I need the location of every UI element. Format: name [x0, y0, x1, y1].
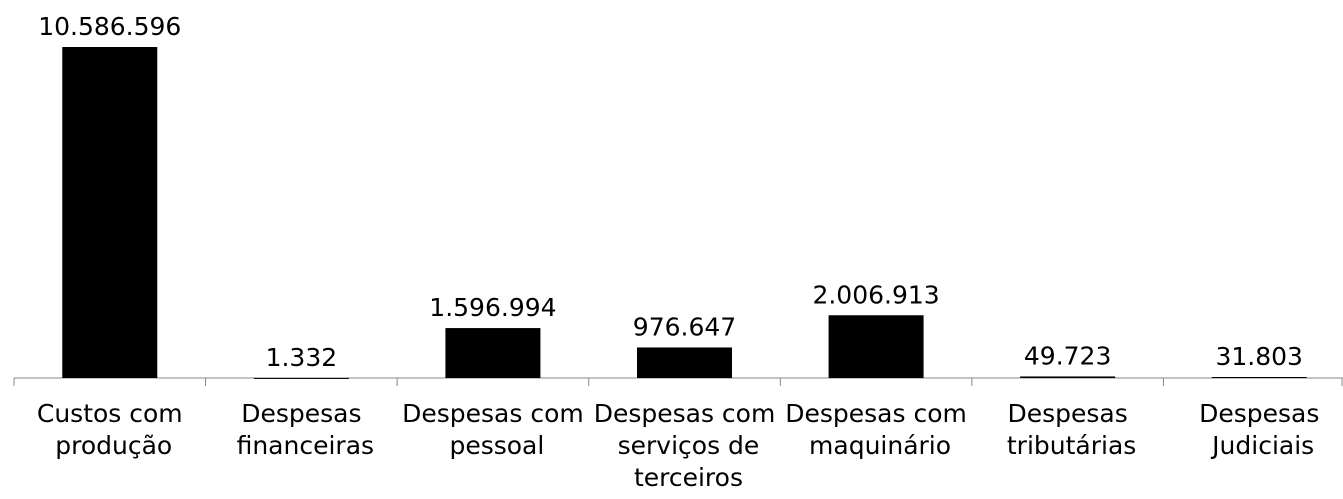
x-tick-label: Despesas com maquinário — [785, 399, 967, 460]
bar — [828, 315, 924, 378]
x-tick-label: Despesas Judiciais — [1199, 399, 1319, 460]
data-label: 1.332 — [266, 343, 338, 372]
data-label: 49.723 — [1024, 341, 1111, 370]
x-tick-label: Custos com produção — [37, 399, 183, 460]
x-tick-label: Despesas com serviços de terceiros — [594, 399, 776, 492]
data-label: 1.596.994 — [429, 293, 556, 322]
x-tick-label: Despesas com pessoal — [402, 399, 584, 460]
data-label: 976.647 — [633, 312, 736, 341]
data-label: 31.803 — [1215, 342, 1302, 371]
data-label: 2.006.913 — [812, 280, 939, 309]
x-tick-label: Despesas tributárias — [999, 399, 1136, 460]
bar — [1020, 376, 1116, 378]
data-label: 10.586.596 — [38, 12, 181, 41]
x-tick-label: Despesas financeiras — [229, 399, 374, 460]
bar — [62, 47, 158, 378]
bar — [637, 347, 732, 378]
bar — [1211, 377, 1307, 379]
bar — [253, 377, 349, 379]
bar — [445, 328, 541, 378]
